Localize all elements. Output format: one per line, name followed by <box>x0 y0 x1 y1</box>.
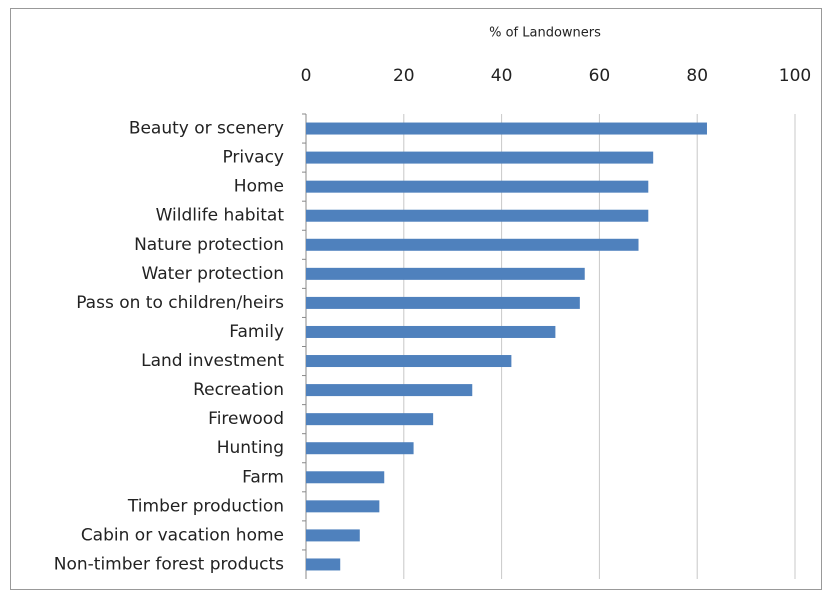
bar <box>306 500 380 513</box>
bar <box>306 471 385 484</box>
y-tick-label: Timber production <box>127 496 284 516</box>
bar <box>306 122 707 135</box>
y-tick-label: Farm <box>242 467 284 487</box>
y-tick-label: Family <box>229 322 284 342</box>
y-tick-label: Firewood <box>208 409 284 429</box>
bar <box>306 267 585 280</box>
x-tick-label: 60 <box>589 66 611 86</box>
y-tick-label: Wildlife habitat <box>156 206 285 226</box>
bar <box>306 180 649 193</box>
y-tick-label: Land investment <box>141 351 284 371</box>
bar <box>306 209 649 222</box>
bar <box>306 529 360 542</box>
y-tick-label: Non-timber forest products <box>54 554 284 574</box>
bar <box>306 238 639 251</box>
bar <box>306 384 473 397</box>
axis-title: % of Landowners <box>489 26 601 41</box>
y-tick-label: Beauty or scenery <box>129 119 284 139</box>
bar <box>306 151 654 164</box>
y-tick-label: Hunting <box>217 438 284 458</box>
y-tick-label: Water protection <box>142 264 285 284</box>
y-tick-label: Recreation <box>193 380 284 400</box>
y-tick-label: Nature protection <box>134 235 284 255</box>
x-tick-label: 40 <box>491 66 513 86</box>
y-tick-label: Privacy <box>222 148 284 168</box>
bar <box>306 355 512 368</box>
x-tick-label: 100 <box>779 66 811 86</box>
y-tick-label: Home <box>234 177 284 197</box>
bar <box>306 558 341 571</box>
bar <box>306 296 580 309</box>
bar <box>306 325 556 338</box>
y-tick-label: Pass on to children/heirs <box>76 293 284 313</box>
bar <box>306 413 434 426</box>
bar <box>306 442 414 455</box>
x-tick-label: 0 <box>301 66 312 86</box>
x-tick-label: 20 <box>393 66 415 86</box>
y-tick-label: Cabin or vacation home <box>81 525 284 545</box>
x-tick-label: 80 <box>686 66 708 86</box>
